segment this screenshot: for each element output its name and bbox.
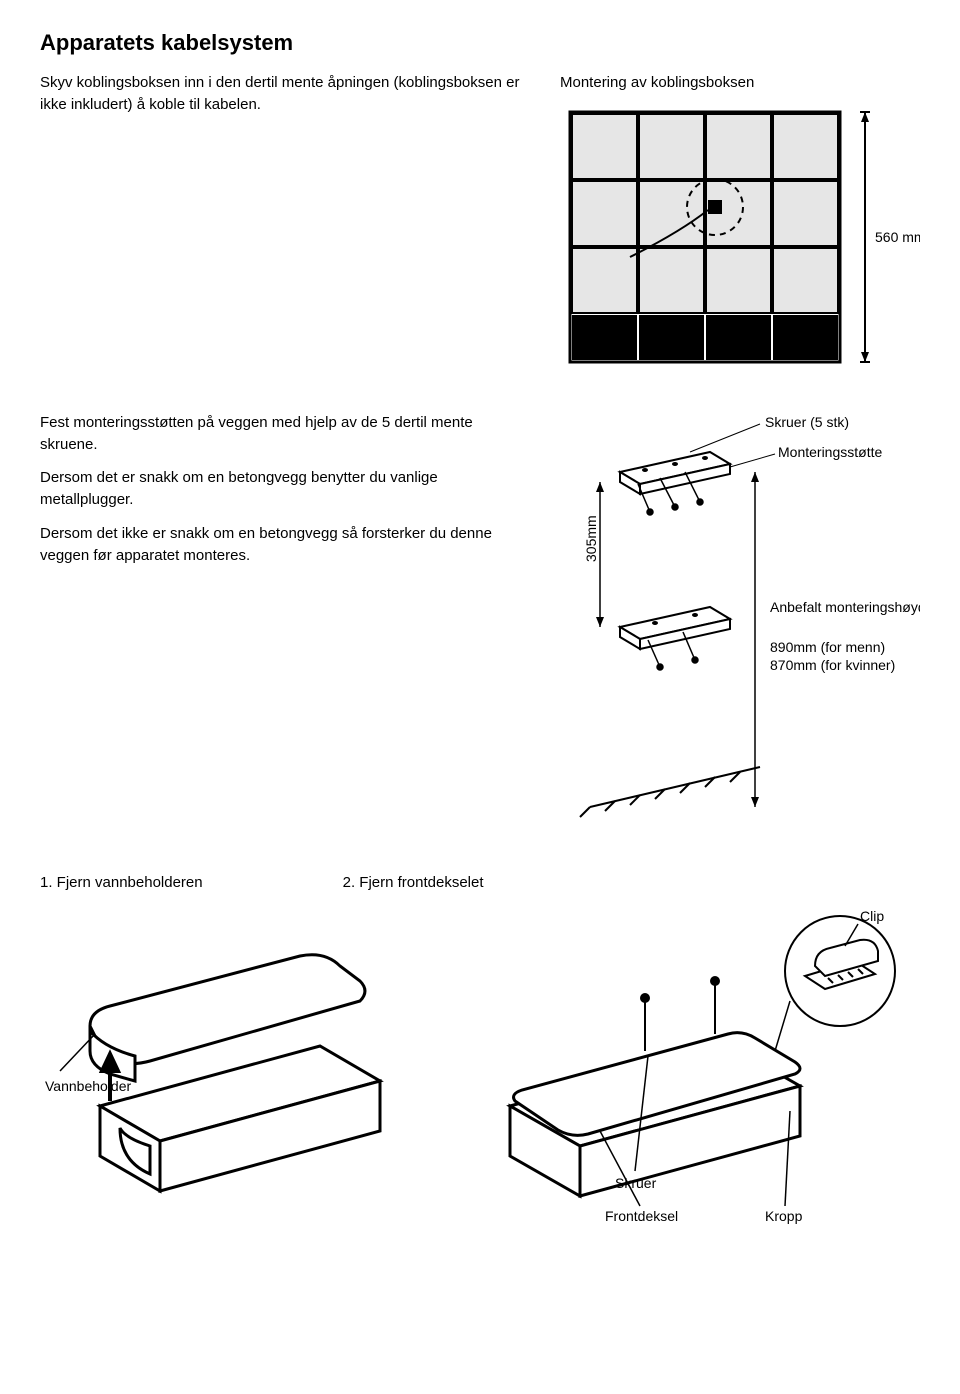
fig2-rec-height: Anbefalt monteringshøyde — [770, 599, 920, 615]
fig3-tank-label: Vannbeholder — [45, 1078, 131, 1094]
fig2-col: 305mm Skruer (5 stk) Monteringsstøtte An… — [560, 412, 920, 832]
para3: Dersom det er snakk om en betongvegg ben… — [40, 467, 520, 511]
mount-text-col: Fest monteringsstøtten på veggen med hje… — [40, 412, 520, 832]
fig2-mounting-diagram: 305mm Skruer (5 stk) Monteringsstøtte An… — [560, 412, 920, 832]
fig2-bracket-label: Monteringsstøtte — [778, 444, 882, 460]
steps-row: 1. Fjern vannbeholderen 2. Fjern frontde… — [40, 872, 920, 906]
section-1-row: Skyv koblingsboksen inn i den dertil men… — [40, 72, 920, 372]
intro-paragraph: Skyv koblingsboksen inn i den dertil men… — [40, 72, 520, 116]
step2-caption: 2. Fjern frontdekselet — [343, 872, 484, 894]
fig2-screws-label: Skruer (5 stk) — [765, 414, 849, 430]
fig1-dimension-text: 560 mm — [875, 229, 920, 245]
section-3-row: Vannbeholder — [40, 906, 920, 1226]
fig1-caption: Montering av koblingsboksen — [560, 72, 920, 94]
fig1-col: Montering av koblingsboksen — [560, 72, 920, 372]
fig4-skruer-label: Skruer — [615, 1175, 657, 1191]
intro-text-col: Skyv koblingsboksen inn i den dertil men… — [40, 72, 520, 372]
fig3-col: Vannbeholder — [40, 906, 460, 1226]
step1-caption: 1. Fjern vannbeholderen — [40, 872, 203, 894]
fig4-body-label: Kropp — [765, 1208, 803, 1224]
fig2-men: 890mm (for menn) — [770, 639, 885, 655]
fig4-col: Clip Skruer Frontdeksel Kropp — [480, 906, 920, 1226]
para4: Dersom det ikke er snakk om en betongveg… — [40, 523, 520, 567]
fig4-cover-diagram: Clip Skruer Frontdeksel Kropp — [480, 906, 920, 1226]
fig2-dim-305: 305mm — [583, 515, 599, 562]
fig3-tank-diagram: Vannbeholder — [40, 906, 460, 1206]
fig2-women: 870mm (for kvinner) — [770, 657, 895, 673]
fig1-grid-diagram: 560 mm — [560, 102, 920, 372]
section-title: Apparatets kabelsystem — [40, 30, 920, 56]
fig4-clip-label: Clip — [860, 908, 884, 924]
para2: Fest monteringsstøtten på veggen med hje… — [40, 412, 520, 456]
fig4-front-label: Frontdeksel — [605, 1208, 678, 1224]
section-2-row: Fest monteringsstøtten på veggen med hje… — [40, 412, 920, 832]
